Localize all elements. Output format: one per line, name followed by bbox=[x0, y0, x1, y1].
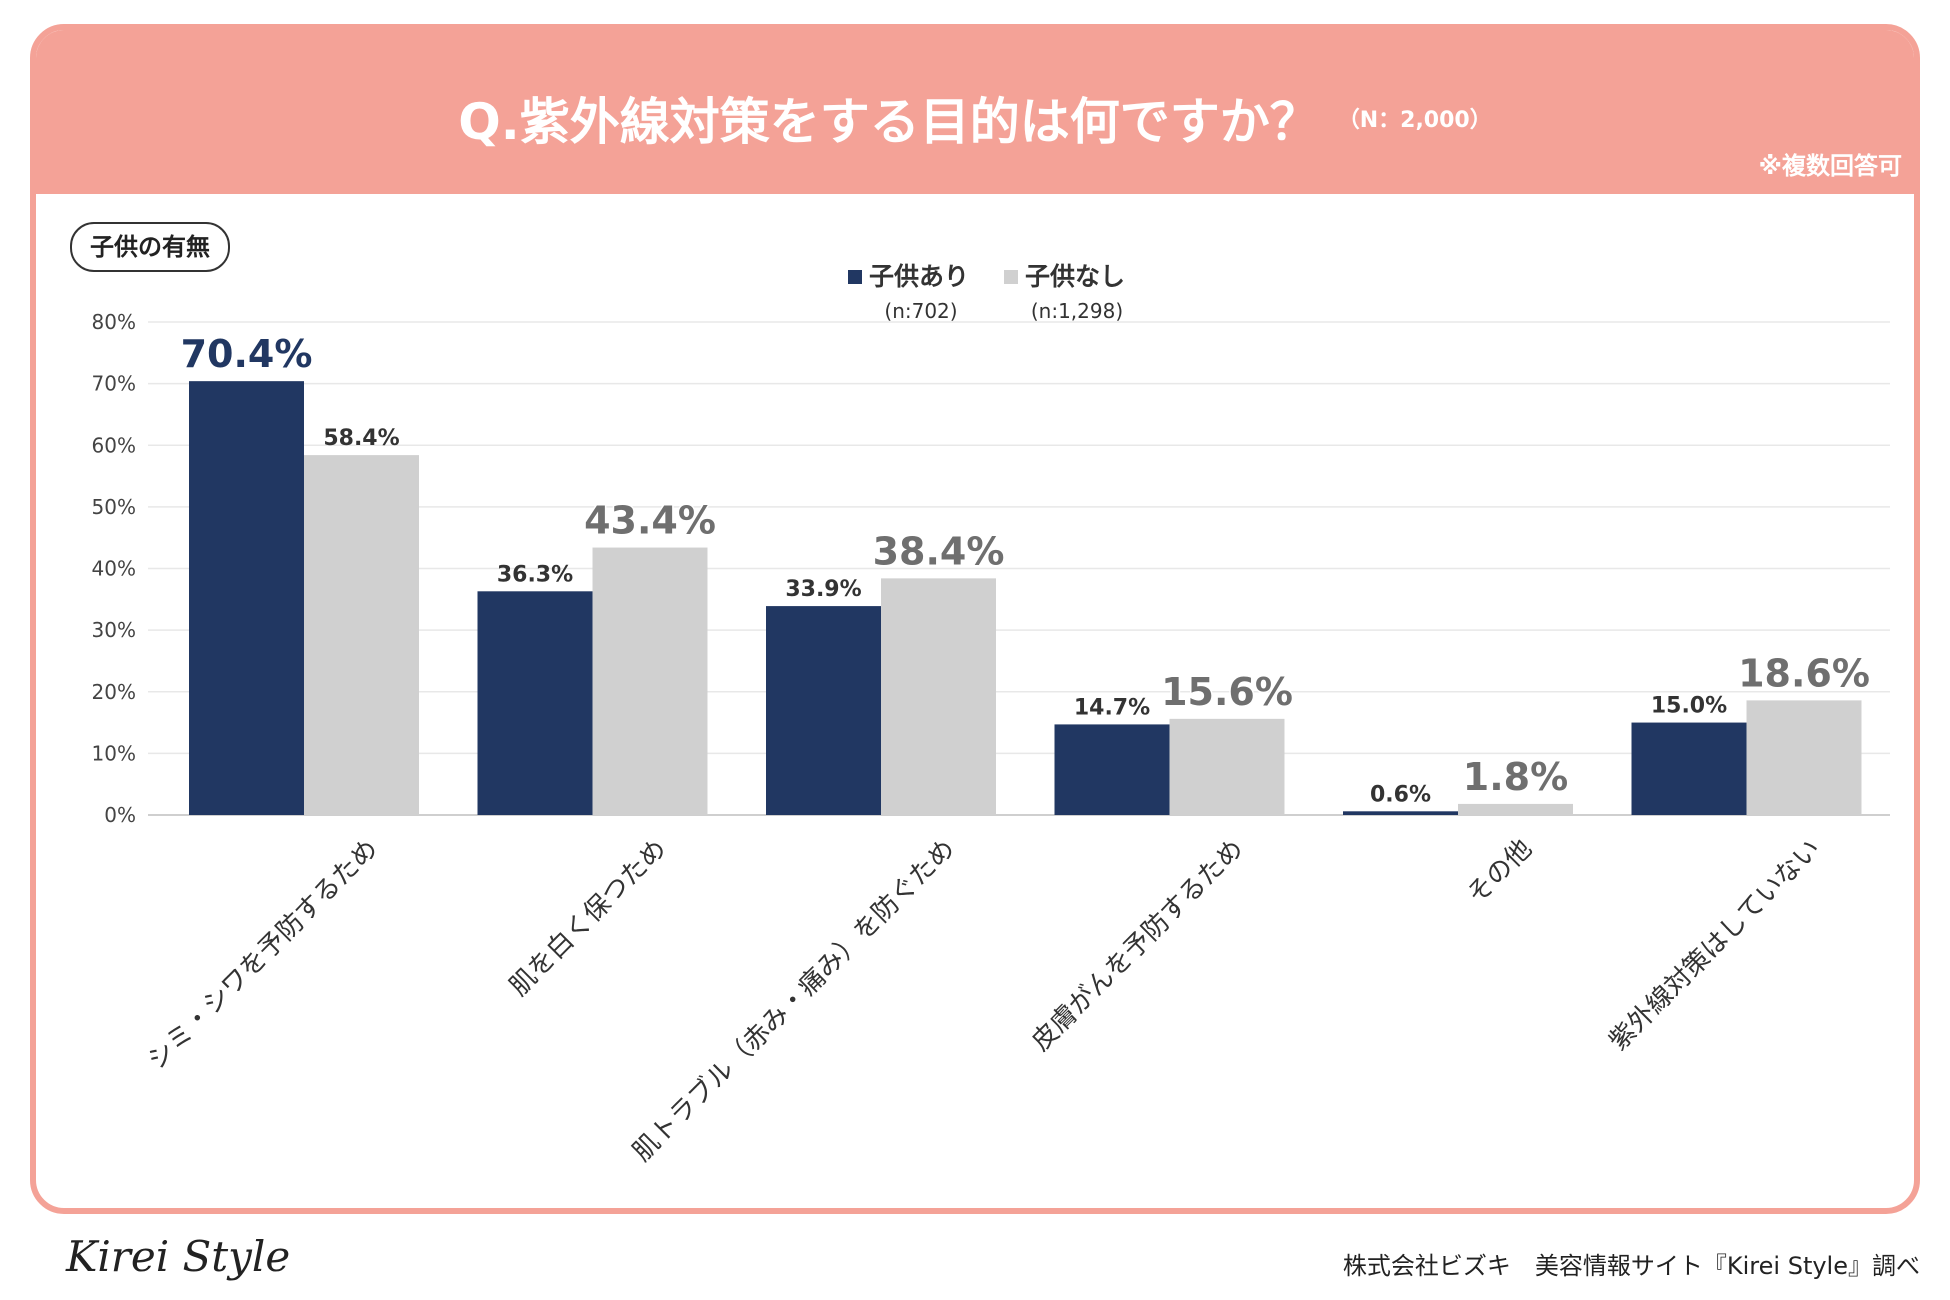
legend-swatch bbox=[848, 270, 862, 284]
bar bbox=[1631, 722, 1747, 815]
y-tick-label: 20% bbox=[92, 680, 136, 704]
data-label: 15.0% bbox=[1651, 694, 1727, 719]
y-tick-label: 60% bbox=[92, 433, 136, 457]
category-label: その他 bbox=[1462, 834, 1538, 910]
bar bbox=[189, 381, 304, 815]
bar bbox=[1746, 700, 1862, 815]
data-label: 18.6% bbox=[1738, 651, 1870, 695]
bar bbox=[1169, 718, 1285, 815]
category-label: 肌トラブル（赤み・痛み）を防ぐため bbox=[627, 834, 961, 1168]
bar bbox=[1343, 811, 1458, 815]
legend-swatch bbox=[1004, 270, 1018, 284]
category-label: 皮膚がんを予防するため bbox=[1026, 834, 1249, 1057]
sample-size: （N：2,000） bbox=[1337, 108, 1492, 133]
bar bbox=[304, 455, 419, 815]
multiple-answer-note: ※複数回答可 bbox=[1758, 152, 1902, 180]
y-tick-label: 80% bbox=[92, 310, 136, 334]
bar bbox=[766, 606, 881, 815]
y-tick-label: 30% bbox=[92, 618, 136, 642]
data-label: 36.3% bbox=[497, 562, 573, 587]
y-tick-label: 10% bbox=[92, 741, 136, 765]
kirei-style-logo: Kirei Style bbox=[66, 1232, 291, 1281]
source-credit: 株式会社ビズキ 美容情報サイト『Kirei Style』調べ bbox=[1342, 1252, 1920, 1280]
header-banner: Q.紫外線対策をする目的は何ですか？ （N：2,000） ※複数回答可 bbox=[36, 30, 1914, 194]
data-label: 33.9% bbox=[785, 577, 861, 602]
title-row: Q.紫外線対策をする目的は何ですか？ （N：2,000） bbox=[36, 82, 1914, 154]
y-tick-label: 50% bbox=[92, 495, 136, 519]
data-label: 70.4% bbox=[181, 332, 313, 376]
category-label: 肌を白く保つため bbox=[504, 834, 672, 1002]
data-label: 15.6% bbox=[1161, 670, 1293, 714]
category-label: 紫外線対策はしていない bbox=[1604, 834, 1827, 1057]
legend-n: (n:1,298) bbox=[1031, 299, 1123, 323]
bar bbox=[1054, 724, 1170, 815]
bar bbox=[477, 591, 593, 815]
segment-badge: 子供の有無 bbox=[70, 222, 230, 272]
data-label: 58.4% bbox=[323, 426, 399, 451]
chart-title: Q.紫外線対策をする目的は何ですか？ bbox=[458, 93, 1320, 151]
data-label: 43.4% bbox=[584, 499, 716, 543]
y-tick-label: 70% bbox=[92, 372, 136, 396]
legend-n: (n:702) bbox=[884, 299, 957, 323]
category-label: シミ・シワを予防するため bbox=[142, 834, 384, 1076]
bar bbox=[881, 578, 996, 815]
data-label: 38.4% bbox=[873, 529, 1005, 573]
y-tick-label: 40% bbox=[92, 557, 136, 581]
y-tick-label: 0% bbox=[104, 803, 136, 827]
data-label: 0.6% bbox=[1370, 782, 1431, 807]
data-label: 14.7% bbox=[1074, 695, 1150, 720]
bar bbox=[1458, 803, 1573, 815]
legend-label: 子供あり bbox=[869, 262, 969, 291]
bar bbox=[592, 547, 708, 815]
legend-label: 子供なし bbox=[1025, 262, 1125, 291]
data-label: 1.8% bbox=[1463, 755, 1568, 799]
